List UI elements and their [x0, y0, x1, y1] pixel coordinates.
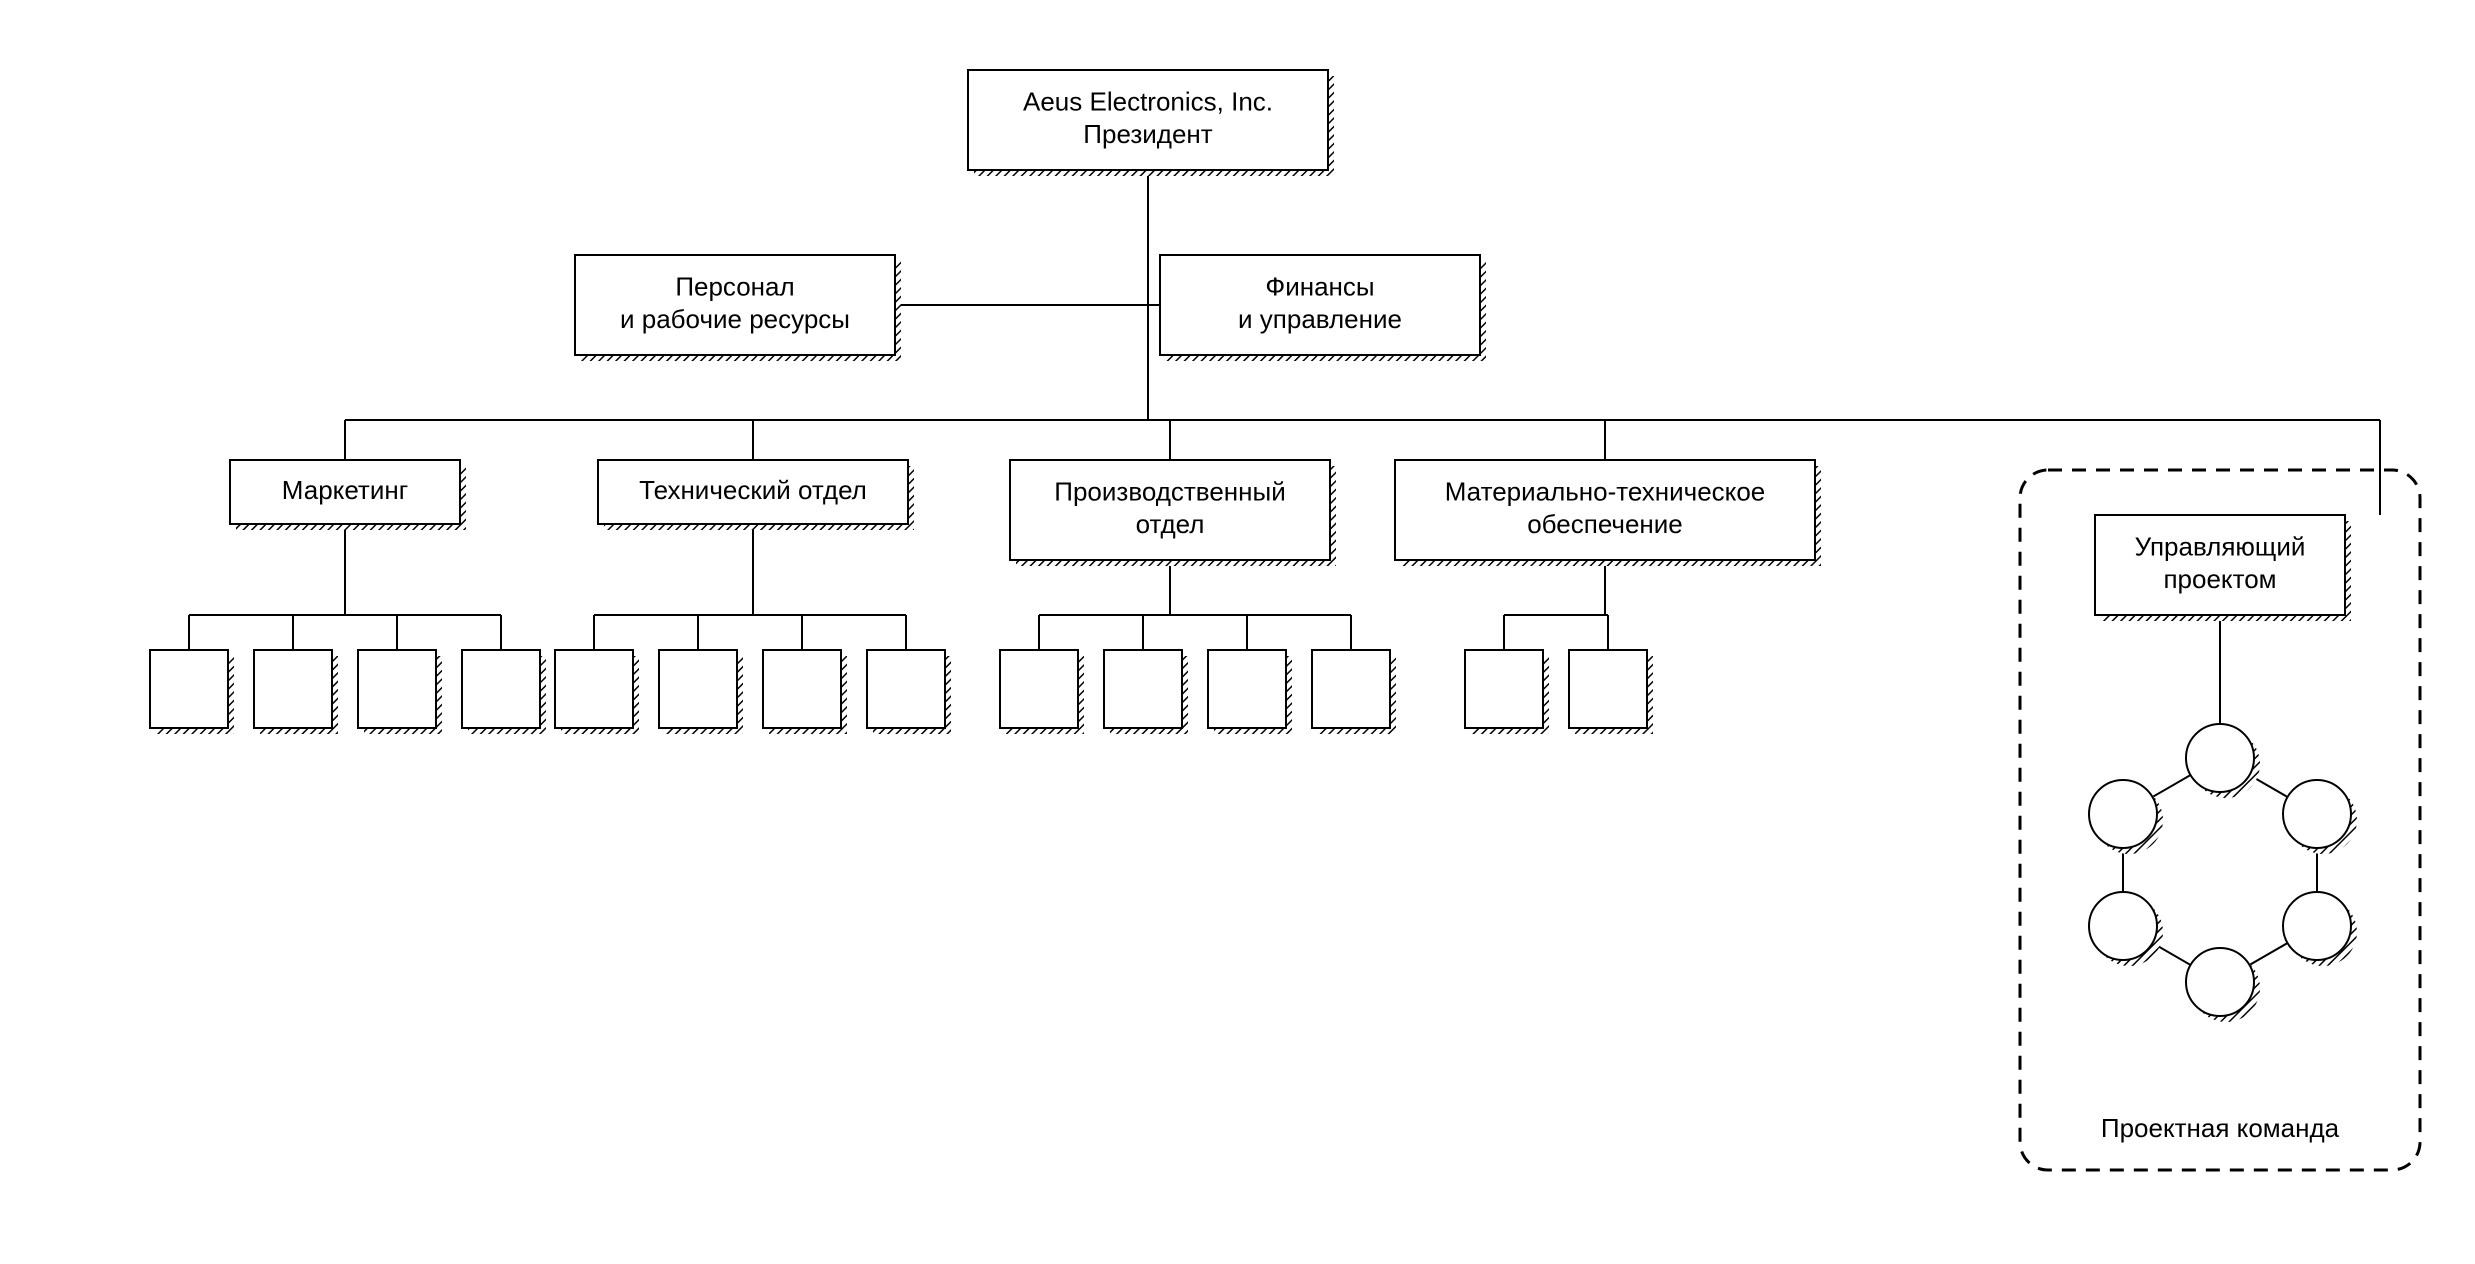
node-president-label-1: Президент [1083, 119, 1212, 149]
node-project_manager-label-0: Управляющий [2135, 532, 2306, 562]
team-member-3 [2186, 948, 2254, 1016]
leaf-marketing-0 [150, 650, 228, 728]
org-chart: Aeus Electronics, Inc.ПрезидентПерсонали… [0, 0, 2475, 1264]
node-technical-label-0: Технический отдел [639, 475, 867, 505]
project-team-caption: Проектная команда [2101, 1113, 2340, 1143]
leaf-technical-0 [555, 650, 633, 728]
node-finance-label-0: Финансы [1265, 272, 1374, 302]
node-production-label-0: Производственный [1054, 477, 1285, 507]
node-personnel-label-0: Персонал [675, 272, 794, 302]
leaf-marketing-3 [462, 650, 540, 728]
leaf-logistics-1 [1569, 650, 1647, 728]
leaf-production-2 [1208, 650, 1286, 728]
leaf-logistics-0 [1465, 650, 1543, 728]
team-member-2 [2283, 892, 2351, 960]
leaf-technical-2 [763, 650, 841, 728]
team-member-0 [2186, 724, 2254, 792]
leaf-technical-1 [659, 650, 737, 728]
leaf-production-0 [1000, 650, 1078, 728]
node-logistics-label-0: Материально-техническое [1445, 477, 1766, 507]
node-production-label-1: отдел [1136, 509, 1205, 539]
leaf-marketing-2 [358, 650, 436, 728]
node-personnel-label-1: и рабочие ресурсы [620, 304, 850, 334]
leaf-marketing-1 [254, 650, 332, 728]
leaf-production-3 [1312, 650, 1390, 728]
node-project_manager-label-1: проектом [2163, 564, 2276, 594]
node-logistics-label-1: обеспечение [1527, 509, 1683, 539]
node-marketing-label-0: Маркетинг [282, 475, 408, 505]
team-member-5 [2089, 780, 2157, 848]
leaf-production-1 [1104, 650, 1182, 728]
team-member-4 [2089, 892, 2157, 960]
leaf-technical-3 [867, 650, 945, 728]
node-finance-label-1: и управление [1238, 304, 1402, 334]
team-member-1 [2283, 780, 2351, 848]
node-president-label-0: Aeus Electronics, Inc. [1023, 87, 1273, 117]
